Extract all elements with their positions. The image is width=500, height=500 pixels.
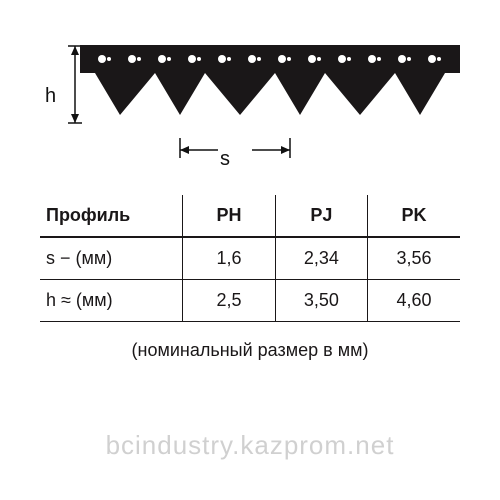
row-label: h ≈ (мм) (40, 280, 183, 322)
cell: 3,50 (275, 280, 367, 322)
watermark-text: bcindustry.kazprom.net (0, 430, 500, 461)
header-profile: Профиль (40, 195, 183, 237)
cell: 4,60 (368, 280, 460, 322)
cell: 2,34 (275, 237, 367, 280)
pitch-dimension-arrow (170, 138, 300, 168)
cell: 3,56 (368, 237, 460, 280)
belt-profile-diagram: h (40, 30, 460, 170)
header-ph: PH (183, 195, 275, 237)
table-row: s − (мм) 1,6 2,34 3,56 (40, 237, 460, 280)
header-pk: PK (368, 195, 460, 237)
row-label: s − (мм) (40, 237, 183, 280)
table-caption: (номинальный размер в мм) (40, 340, 460, 361)
profile-spec-table: Профиль PH PJ PK s − (мм) 1,6 2,34 3,56 … (40, 195, 460, 322)
cell: 2,5 (183, 280, 275, 322)
header-pj: PJ (275, 195, 367, 237)
belt-cross-section (80, 45, 460, 135)
table-header-row: Профиль PH PJ PK (40, 195, 460, 237)
cell: 1,6 (183, 237, 275, 280)
pitch-label: s (220, 148, 230, 171)
table-row: h ≈ (мм) 2,5 3,50 4,60 (40, 280, 460, 322)
height-label: h (45, 85, 56, 108)
